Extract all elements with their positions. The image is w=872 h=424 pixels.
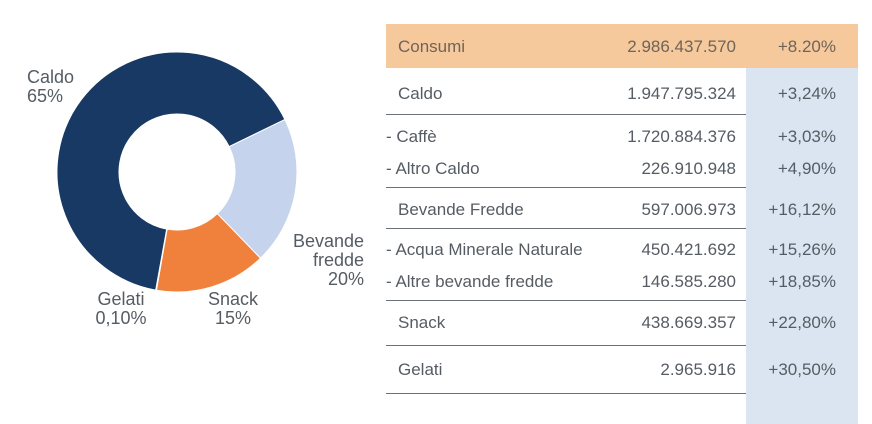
slice-bevande-fredde <box>216 118 298 259</box>
label-caldo: Caldo 65% <box>27 68 74 106</box>
label-gelati: Gelati 0,10% <box>88 290 154 328</box>
row-change: +30,50% <box>768 360 836 379</box>
row-name: - Acqua Minerale Naturale <box>386 240 583 259</box>
row-change: +18,85% <box>768 272 836 291</box>
row-change: +15,26% <box>768 240 836 259</box>
row-value: 226.910.948 <box>641 159 736 178</box>
row-divider <box>386 187 858 188</box>
table-row: Snack 438.669.357 +22,80% <box>386 310 858 333</box>
row-change: +16,12% <box>768 200 836 219</box>
label-snack: Snack 15% <box>198 290 268 328</box>
row-name: Snack <box>398 313 446 332</box>
table-row: - Acqua Minerale Naturale 450.421.692 +1… <box>386 237 858 260</box>
label-bevande-pct: 20% <box>327 269 364 289</box>
header-value: 2.986.437.570 <box>627 37 736 56</box>
row-name: Gelati <box>398 360 443 379</box>
row-change: +3,24% <box>777 84 836 103</box>
label-snack-name: Snack <box>207 289 259 309</box>
row-divider <box>386 228 858 229</box>
header-change: +8.20% <box>777 37 836 56</box>
row-name: Caldo <box>398 84 443 103</box>
row-change: +4,90% <box>777 159 836 178</box>
table-row: - Altro Caldo 226.910.948 +4,90% <box>386 156 858 179</box>
header-name: Consumi <box>398 37 466 56</box>
row-divider <box>386 393 858 394</box>
row-value: 1.947.795.324 <box>627 84 736 103</box>
row-name: - Caffè <box>386 127 437 146</box>
table-header-row: Consumi 2.986.437.570 +8.20% <box>386 24 858 68</box>
label-snack-pct: 15% <box>214 308 252 328</box>
label-bevande-line1: Bevande <box>292 231 364 251</box>
row-divider <box>386 300 858 301</box>
row-name: - Altre bevande fredde <box>386 272 554 291</box>
table-row: Gelati 2.965.916 +30,50% <box>386 357 858 380</box>
table-row: Bevande Fredde 597.006.973 +16,12% <box>386 197 858 220</box>
label-bevande-fredde: Bevande fredde 20% <box>282 232 364 289</box>
row-change: +3,03% <box>777 127 836 146</box>
label-gelati-name: Gelati <box>97 289 145 309</box>
row-name: - Altro Caldo <box>386 159 480 178</box>
row-divider <box>386 114 858 115</box>
slice-caldo <box>56 51 286 291</box>
row-value: 2.965.916 <box>660 360 736 379</box>
row-value: 146.585.280 <box>641 272 736 291</box>
table-row: Caldo 1.947.795.324 +3,24% <box>386 81 858 104</box>
row-value: 438.669.357 <box>641 313 736 332</box>
label-bevande-line2: fredde <box>312 250 364 270</box>
table-row: - Altre bevande fredde 146.585.280 +18,8… <box>386 269 858 292</box>
consumi-table: Consumi 2.986.437.570 +8.20% Caldo 1.947… <box>386 24 858 424</box>
donut-chart <box>56 51 298 293</box>
row-change: +22,80% <box>768 313 836 332</box>
row-value: 597.006.973 <box>641 200 736 219</box>
row-name: Bevande Fredde <box>398 200 524 219</box>
row-value: 450.421.692 <box>641 240 736 259</box>
label-gelati-pct: 0,10% <box>95 308 147 328</box>
label-caldo-name: Caldo <box>27 67 75 87</box>
row-value: 1.720.884.376 <box>627 127 736 146</box>
change-column-band <box>746 68 858 424</box>
table-row: - Caffè 1.720.884.376 +3,03% <box>386 124 858 147</box>
row-divider <box>386 345 858 346</box>
label-caldo-pct: 65% <box>27 86 64 106</box>
